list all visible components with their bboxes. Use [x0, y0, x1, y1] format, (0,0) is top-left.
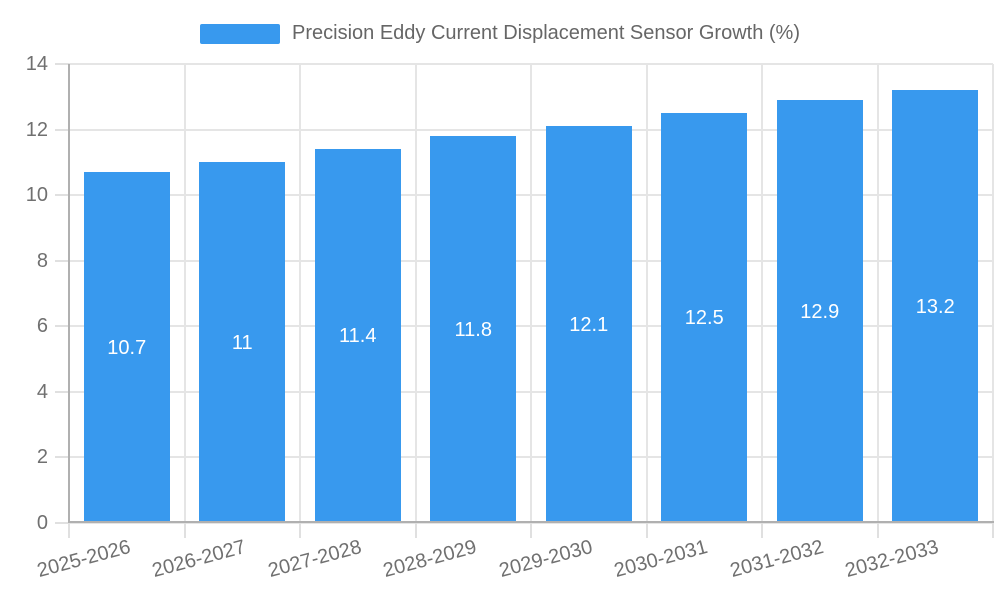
y-axis-tick: [55, 63, 69, 65]
y-axis-tick-label: 4: [36, 380, 48, 403]
bar[interactable]: [430, 136, 517, 523]
y-axis-tick: [55, 128, 69, 131]
x-axis-tick: [414, 523, 417, 538]
bar-value-label: 12.9: [800, 300, 840, 323]
gridline-vertical: [876, 64, 879, 523]
y-axis-tick: [55, 456, 69, 459]
bar[interactable]: [545, 126, 632, 523]
gridline-vertical: [414, 64, 417, 523]
bar[interactable]: [199, 162, 286, 523]
legend-swatch[interactable]: [200, 23, 281, 44]
plot-area: 0 2 4 6 8 10 12 14 10.7 2025-2026 11 2026-2027 11.4 2…: [26, 53, 994, 582]
gridline-vertical: [299, 64, 301, 523]
bar-value-label: 13.2: [915, 295, 955, 318]
bar[interactable]: [314, 149, 401, 523]
gridline-vertical: [530, 64, 532, 523]
bar-value-label: 11.8: [454, 318, 492, 341]
legend-label[interactable]: Precision Eddy Current Displacement Sens…: [292, 22, 800, 44]
y-axis-tick-label: 0: [36, 512, 48, 534]
bar-value-label: 12.5: [684, 307, 724, 330]
bar[interactable]: [83, 172, 170, 523]
y-axis-tick: [55, 259, 69, 262]
y-axis-tick-label: 10: [25, 184, 48, 207]
y-axis-tick-label: 2: [36, 446, 48, 469]
x-axis-line: [68, 521, 994, 523]
x-axis-tick: [530, 523, 532, 538]
bar-value-label: 11: [231, 331, 253, 354]
y-axis-tick-label: 12: [25, 118, 48, 141]
y-axis-tick: [55, 194, 69, 197]
chart-legend: Precision Eddy Current Displacement Sens…: [0, 22, 1000, 45]
x-axis-tick: [183, 523, 186, 538]
x-axis-tick: [876, 523, 879, 538]
x-axis-tick: [68, 523, 70, 538]
y-axis-tick: [55, 390, 69, 393]
bar-value-label: 10.7: [107, 336, 147, 359]
bar[interactable]: [776, 100, 863, 523]
gridline-vertical: [645, 64, 648, 523]
bar-value-label: 11.4: [339, 325, 377, 348]
gridline-vertical: [183, 64, 186, 523]
x-axis-tick: [992, 523, 994, 538]
y-axis-tick: [55, 325, 69, 328]
gridline-vertical: [761, 64, 763, 523]
x-axis-tick: [761, 523, 763, 538]
x-axis-tick: [645, 523, 648, 538]
bar[interactable]: [661, 113, 748, 523]
bar[interactable]: [892, 90, 979, 523]
y-axis-tick-label: 14: [25, 53, 48, 75]
gridline-vertical: [992, 64, 994, 523]
x-axis-tick: [299, 523, 301, 538]
y-axis-tick-label: 6: [36, 315, 48, 338]
y-axis-line: [68, 64, 70, 523]
bar-value-label: 12.1: [569, 313, 609, 336]
y-axis-tick: [55, 522, 69, 524]
y-axis-tick-label: 8: [36, 249, 48, 272]
